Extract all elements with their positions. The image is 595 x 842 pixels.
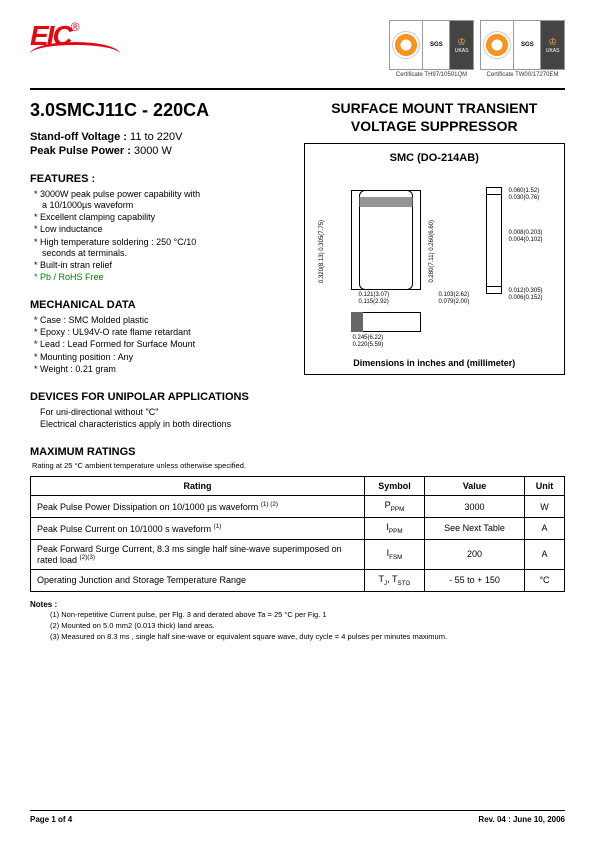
cert-sgs: SGS <box>422 21 450 69</box>
max-ratings-title: MAXIMUM RATINGS <box>30 446 565 458</box>
package-diagram: SMC (DO-214AB) 0.060(1.52)0.030(0.76) 0.… <box>304 143 566 375</box>
note-item: (1) Non-repetitive Current pulse, per Fl… <box>50 609 565 620</box>
peak-pulse-power: Peak Pulse Power : 3000 W <box>30 145 292 157</box>
package-band-icon <box>359 197 413 207</box>
page-footer: Page 1 of 4 Rev. 04 : June 10, 2006 <box>30 810 565 824</box>
diagram-area: 0.060(1.52)0.030(0.76) 0.008(0.203)0.004… <box>311 170 559 350</box>
mechanical-item: Epoxy : UL94V-O rate flame retardant <box>34 326 292 338</box>
cert-caption: Certificate TH97/10501QM <box>389 72 474 78</box>
mechanical-item: Mounting position : Any <box>34 351 292 363</box>
cert-seal-icon <box>483 31 511 59</box>
notes-title: Notes : <box>30 600 565 609</box>
table-header-row: Rating Symbol Value Unit <box>31 477 565 496</box>
datasheet-page: EIC® SGS ♔UKAS Certificate TH97/10501QM … <box>0 0 595 662</box>
value-cell: See Next Table <box>425 518 525 540</box>
revision-date: Rev. 04 : June 10, 2006 <box>478 815 565 824</box>
crown-icon: ♔ <box>457 37 466 48</box>
value-cell: 200 <box>425 539 525 569</box>
dim-label: 0.121(3.07)0.115(2.92) <box>359 292 390 305</box>
symbol-cell: IPPM <box>365 518 425 540</box>
cert-sgs: SGS <box>513 21 541 69</box>
mechanical-item: Lead : Lead Formed for Surface Mount <box>34 338 292 350</box>
dim-label: 0.008(0.203)0.004(0.102) <box>509 230 543 243</box>
cert-seal-icon <box>392 31 420 59</box>
dim-label: 0.012(0.305)0.006(0.152) <box>509 288 543 301</box>
cert-block: SGS ♔UKAS Certificate TH97/10501QM <box>389 20 474 78</box>
package-lead-icon <box>486 187 502 195</box>
cert-ukas: UKAS <box>546 48 560 54</box>
diagram-caption: Dimensions in inches and (millimeter) <box>311 358 559 368</box>
feature-item: Built-in stran relief <box>34 259 292 271</box>
dim-label: 0.280(7.11) 0.260(6.60) <box>429 220 436 283</box>
table-row: Peak Pulse Power Dissipation on 10/1000 … <box>31 496 565 518</box>
diagram-title: SMC (DO-214AB) <box>311 152 559 164</box>
feature-item: Low inductance <box>34 223 292 235</box>
notes-list: (1) Non-repetitive Current pulse, per Fl… <box>30 609 565 643</box>
cert-badge: SGS ♔UKAS <box>480 20 565 70</box>
main-columns: 3.0SMCJ11C - 220CA Stand-off Voltage : 1… <box>30 94 565 375</box>
rating-cell: Peak Pulse Power Dissipation on 10/1000 … <box>31 496 365 518</box>
certifications: SGS ♔UKAS Certificate TH97/10501QM SGS ♔… <box>389 20 565 78</box>
table-row: Operating Junction and Storage Temperatu… <box>31 569 565 591</box>
value-cell: 3000 <box>425 496 525 518</box>
feature-item: a 10/1000µs waveform <box>34 199 292 211</box>
page-number: Page 1 of 4 <box>30 815 72 824</box>
features-title: FEATURES : <box>30 173 292 185</box>
col-unit: Unit <box>525 477 565 496</box>
package-side-icon <box>486 190 502 290</box>
dim-label: 0.060(1.52)0.030(0.76) <box>509 188 540 201</box>
table-row: Peak Forward Surge Current, 8.3 ms singl… <box>31 539 565 569</box>
symbol-cell: PPPM <box>365 496 425 518</box>
mechanical-list: Case : SMC Molded plasticEpoxy : UL94V-O… <box>30 314 292 375</box>
col-rating: Rating <box>31 477 365 496</box>
left-column: 3.0SMCJ11C - 220CA Stand-off Voltage : 1… <box>30 94 292 375</box>
dim-label: 0.245(6.22)0.220(5.59) <box>353 335 384 348</box>
table-row: Peak Pulse Current on 10/1000 s waveform… <box>31 518 565 540</box>
col-value: Value <box>425 477 525 496</box>
note-item: (3) Measured on 8.3 ms , single half sin… <box>50 631 565 642</box>
value-cell: - 55 to + 150 <box>425 569 525 591</box>
unit-cell: A <box>525 539 565 569</box>
registered-icon: ® <box>71 20 80 34</box>
dim-label: 0.320(8.13) 0.305(7.75) <box>319 220 326 283</box>
right-column: SURFACE MOUNT TRANSIENT VOLTAGE SUPPRESS… <box>304 94 566 375</box>
devices-title: DEVICES FOR UNIPOLAR APPLICATIONS <box>30 391 565 403</box>
rating-cell: Operating Junction and Storage Temperatu… <box>31 569 365 591</box>
mechanical-title: MECHANICAL DATA <box>30 299 292 311</box>
mechanical-item: Case : SMC Molded plastic <box>34 314 292 326</box>
devices-text: For uni-directional without "C" Electric… <box>30 406 565 430</box>
header: EIC® SGS ♔UKAS Certificate TH97/10501QM … <box>30 20 565 78</box>
cert-block: SGS ♔UKAS Certificate TW00/17270EM <box>480 20 565 78</box>
dim-label: 0.103(2.62)0.079(2.00) <box>439 292 470 305</box>
col-symbol: Symbol <box>365 477 425 496</box>
cert-ukas: UKAS <box>455 48 469 54</box>
mechanical-item: Weight : 0.21 gram <box>34 363 292 375</box>
rating-cell: Peak Pulse Current on 10/1000 s waveform… <box>31 518 365 540</box>
part-number: 3.0SMCJ11C - 220CA <box>30 100 292 121</box>
max-ratings-note: Rating at 25 °C ambient temperature unle… <box>32 461 565 470</box>
product-type-title: SURFACE MOUNT TRANSIENT VOLTAGE SUPPRESS… <box>304 100 566 135</box>
symbol-cell: TJ, TSTG <box>365 569 425 591</box>
unit-cell: W <box>525 496 565 518</box>
feature-item: Pb / RoHS Free <box>34 271 292 283</box>
ratings-table: Rating Symbol Value Unit Peak Pulse Powe… <box>30 476 565 591</box>
crown-icon: ♔ <box>548 37 557 48</box>
rating-cell: Peak Forward Surge Current, 8.3 ms singl… <box>31 539 365 569</box>
cert-badge: SGS ♔UKAS <box>389 20 474 70</box>
unit-cell: A <box>525 518 565 540</box>
feature-item: seconds at terminals. <box>34 247 292 259</box>
package-lead-icon <box>486 286 502 294</box>
divider <box>30 88 565 90</box>
note-item: (2) Mounted on 5.0 mm2 (0.013 thick) lan… <box>50 620 565 631</box>
company-logo: EIC® <box>30 20 130 62</box>
unit-cell: °C <box>525 569 565 591</box>
feature-item: Excellent clamping capability <box>34 211 292 223</box>
cert-caption: Certificate TW00/17270EM <box>480 72 565 78</box>
standoff-voltage: Stand-off Voltage : 11 to 220V <box>30 131 292 143</box>
package-band-icon <box>351 312 363 332</box>
symbol-cell: IFSM <box>365 539 425 569</box>
features-list: 3000W peak pulse power capability witha … <box>30 188 292 283</box>
